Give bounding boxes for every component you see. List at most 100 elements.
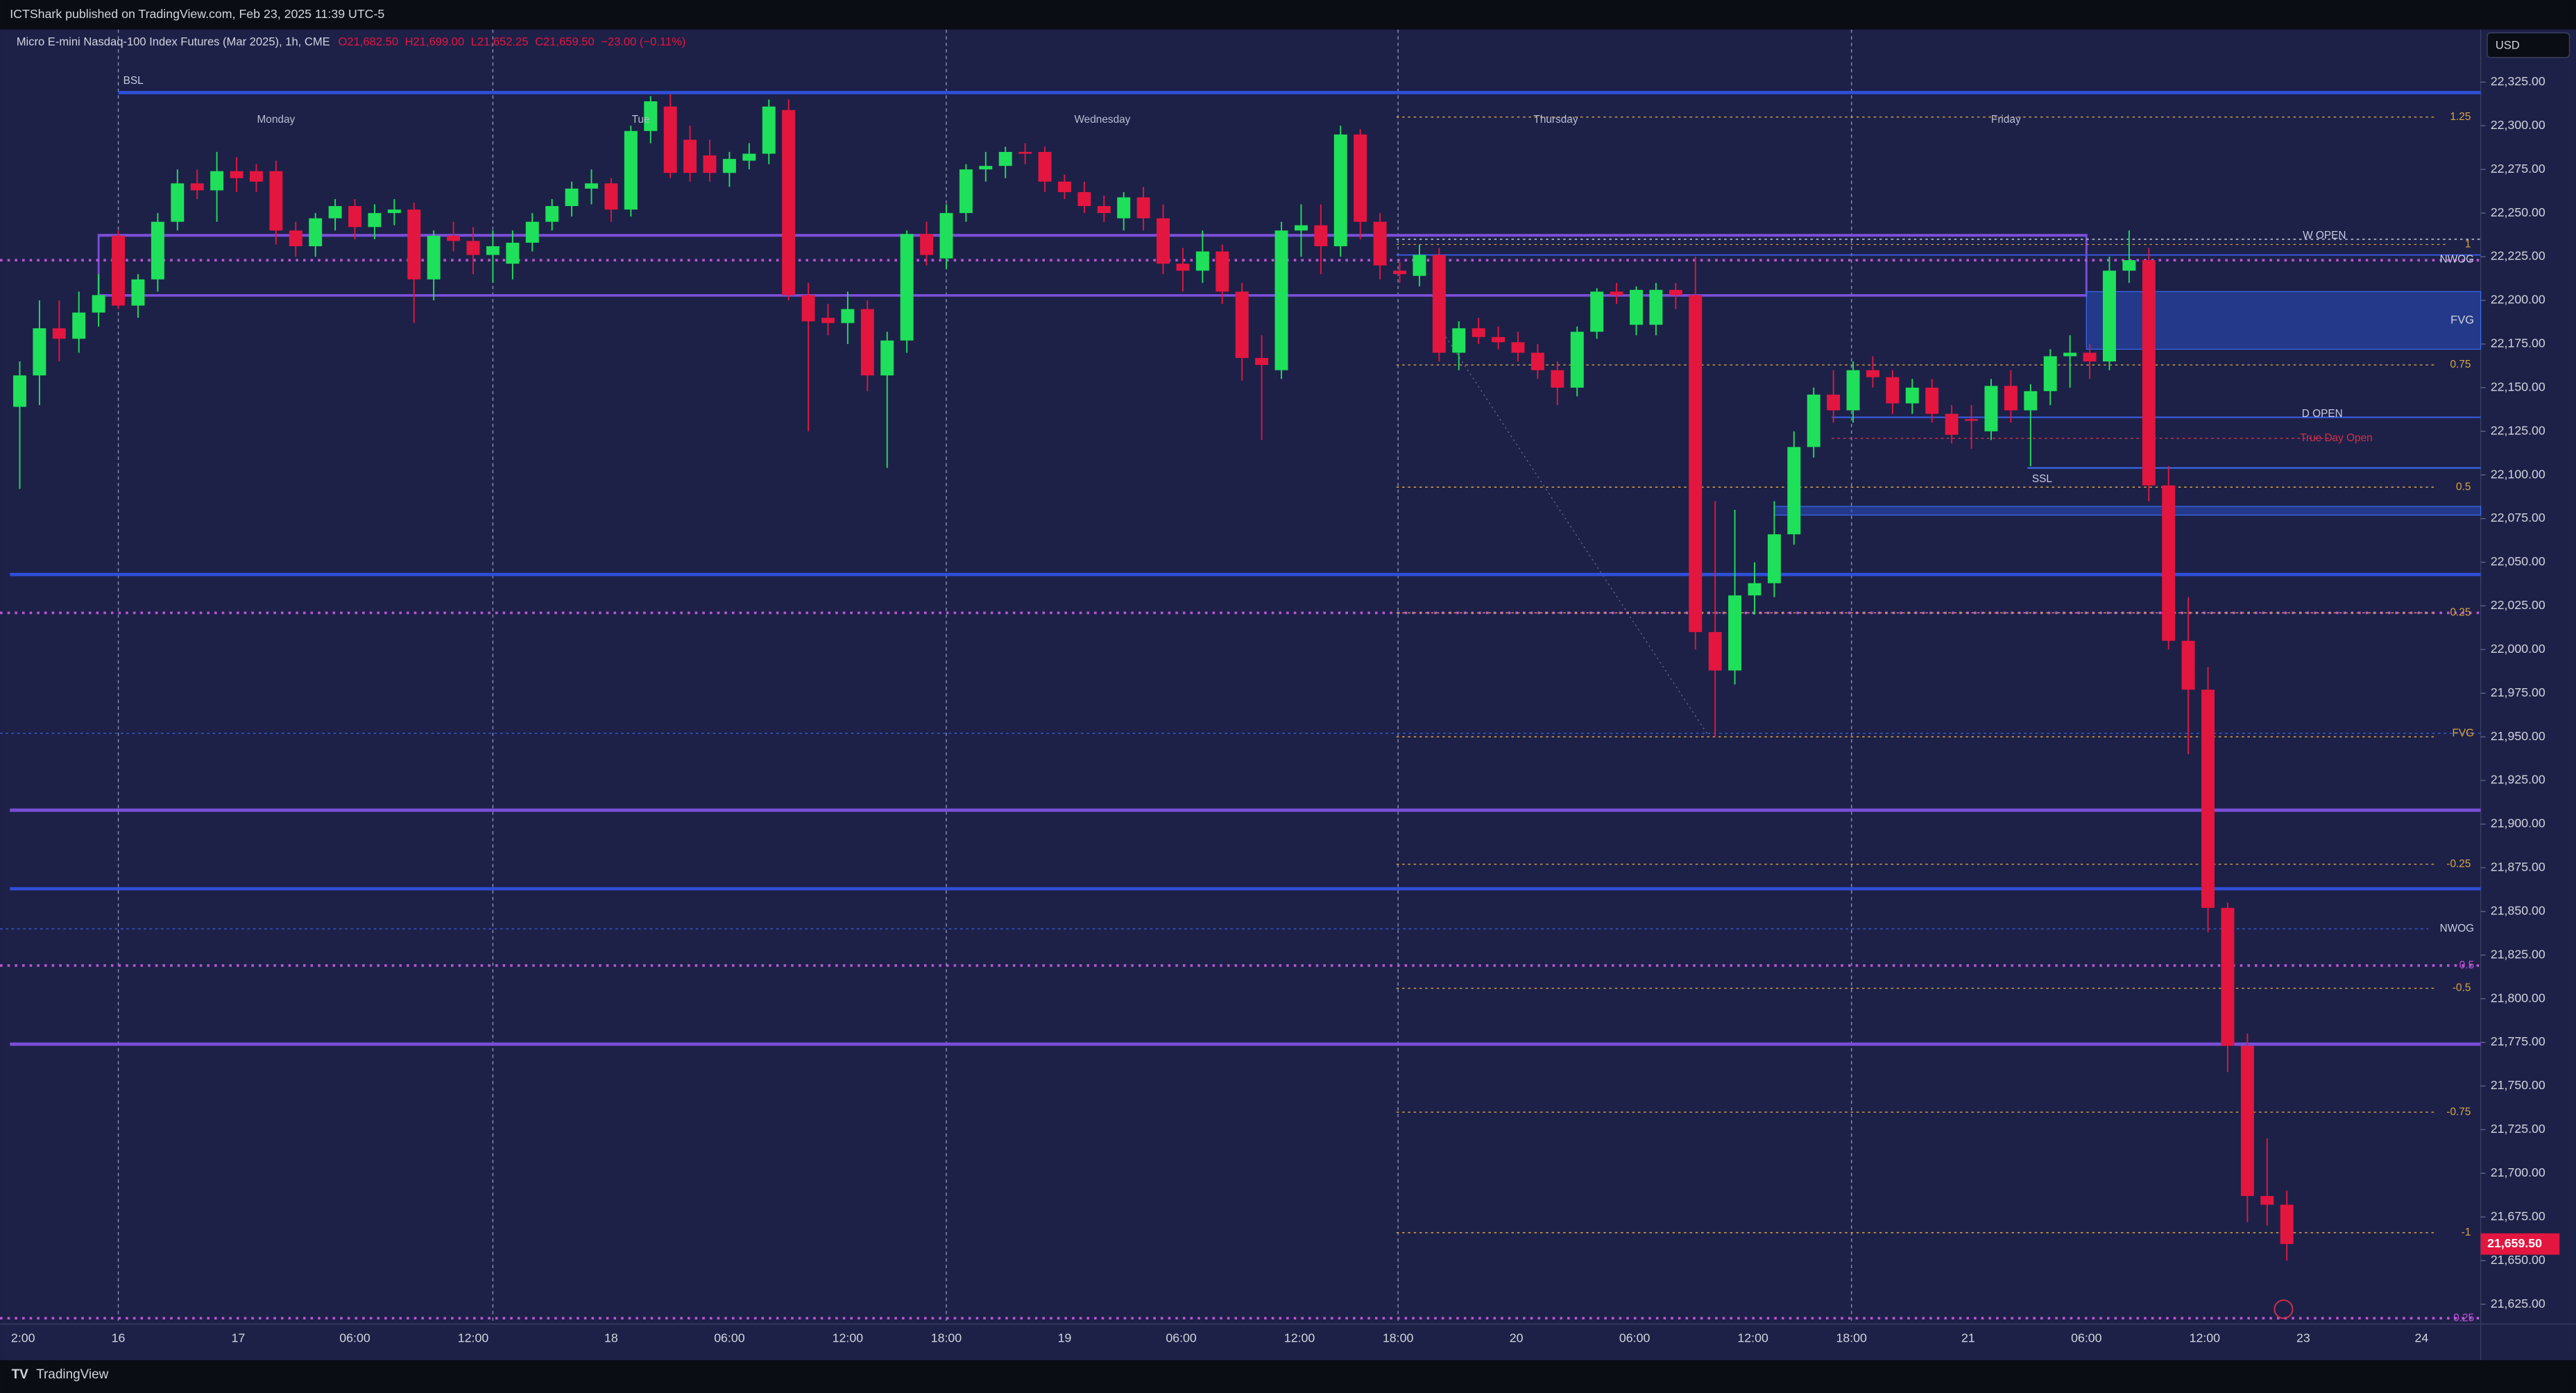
- candle-body: [1965, 419, 1979, 421]
- y-tick-label: 21,850.00: [2491, 903, 2545, 917]
- alert-icon[interactable]: [2274, 1299, 2294, 1319]
- ohlc-close: C21,659.50: [535, 35, 595, 49]
- candle-body: [900, 234, 914, 341]
- candle-body: [644, 101, 658, 131]
- x-tick-label: 12:00: [1737, 1331, 1768, 1345]
- last-price-label: 21,659.50: [2487, 1236, 2542, 1250]
- level-label: BSL: [123, 75, 144, 87]
- day-label: Wednesday: [1074, 114, 1130, 126]
- x-tick-label: 06:00: [1166, 1331, 1197, 1345]
- candle-body: [1984, 386, 1998, 431]
- y-tick-label: 22,125.00: [2491, 423, 2545, 437]
- candle-body: [1294, 225, 1308, 231]
- level-label: -1: [2462, 1227, 2471, 1238]
- level-label: NWOG: [2440, 254, 2475, 266]
- x-tick-label: 18:00: [1383, 1331, 1414, 1345]
- candle-body: [309, 218, 323, 246]
- y-tick-label: 22,075.00: [2491, 511, 2545, 524]
- x-tick-label: 12:00: [458, 1331, 489, 1345]
- candle-body: [230, 171, 244, 178]
- x-tick-label: 12:00: [833, 1331, 864, 1345]
- candle-body: [92, 295, 105, 313]
- candle-body: [1393, 271, 1406, 275]
- candle-body: [1195, 251, 1209, 271]
- y-tick-label: 21,875.00: [2491, 860, 2545, 874]
- candle-body: [2260, 1196, 2274, 1205]
- candle-body: [1472, 328, 1485, 337]
- level-label: W OPEN: [2303, 230, 2346, 241]
- ohlc-open: O21,682.50: [339, 35, 399, 49]
- x-tick-label: 18: [604, 1331, 618, 1345]
- candle-body: [1610, 291, 1623, 296]
- candle-body: [249, 171, 263, 182]
- candle-body: [1787, 447, 1801, 535]
- x-tick-label: 06:00: [339, 1331, 370, 1345]
- y-tick-label: 21,775.00: [2491, 1034, 2545, 1048]
- y-tick-label: 22,050.00: [2491, 554, 2545, 568]
- candle-body: [1176, 264, 1190, 271]
- x-tick-label: 23: [2296, 1331, 2310, 1345]
- candle-body: [171, 183, 185, 222]
- symbol-title: Micro E-mini Nasdaq-100 Index Futures (M…: [17, 35, 330, 49]
- candle-body: [486, 246, 500, 255]
- candle-body: [387, 210, 401, 214]
- y-tick-label: 21,700.00: [2491, 1165, 2545, 1179]
- x-tick-label: 24: [2414, 1331, 2428, 1345]
- candle-body: [1373, 221, 1387, 266]
- candle-body: [959, 169, 973, 214]
- candle-body: [2142, 260, 2156, 486]
- level-label: 1.25: [2450, 111, 2471, 123]
- y-tick-label: 22,225.00: [2491, 249, 2545, 263]
- candle-body: [1333, 134, 1347, 246]
- y-tick-label: 22,250.00: [2491, 205, 2545, 219]
- x-tick-label: 12:00: [1284, 1331, 1315, 1345]
- candle-body: [1038, 152, 1052, 182]
- candle-body: [466, 241, 480, 255]
- candle-body: [624, 130, 638, 210]
- candle-body: [663, 106, 677, 173]
- trend-line: [1445, 336, 1709, 737]
- candle-body: [722, 159, 736, 173]
- candle-body: [190, 183, 204, 191]
- y-tick-label: 21,650.00: [2491, 1253, 2545, 1267]
- candle-body: [1669, 289, 1682, 296]
- level-label: 0.5: [2456, 481, 2471, 493]
- candle-body: [742, 153, 756, 161]
- candle-body: [2063, 352, 2077, 357]
- level-label: FVG: [2453, 727, 2475, 739]
- candle-body: [1235, 291, 1249, 359]
- brand: TradingView: [36, 1367, 109, 1382]
- candle-body: [1570, 332, 1584, 388]
- publisher: ICTShark published on TradingView.com, F…: [10, 7, 384, 21]
- last-price-tag: [2480, 1233, 2560, 1255]
- candle-body: [841, 309, 855, 323]
- candle-body: [1511, 342, 1525, 353]
- candle-body: [1057, 181, 1071, 192]
- candle-body: [1767, 534, 1781, 583]
- x-tick-label: 18:00: [1836, 1331, 1867, 1345]
- candle-body: [565, 188, 579, 207]
- y-tick-label: 21,625.00: [2491, 1297, 2545, 1310]
- candle-body: [1452, 328, 1466, 353]
- x-tick-label: 2:00: [11, 1331, 35, 1345]
- y-tick-label: 22,100.00: [2491, 467, 2545, 481]
- level-label: -0.25: [2446, 858, 2471, 870]
- candle-body: [1432, 255, 1446, 353]
- x-tick-label: 06:00: [1619, 1331, 1650, 1345]
- y-tick-label: 22,025.00: [2491, 598, 2545, 612]
- candle-body: [1630, 289, 1643, 325]
- level-label: -0.75: [2446, 1106, 2471, 1118]
- currency-box[interactable]: [2487, 32, 2570, 58]
- candle-body: [1551, 370, 1564, 388]
- x-tick-label: 06:00: [2071, 1331, 2102, 1345]
- x-tick-label: 16: [112, 1331, 126, 1345]
- candle-body: [1530, 352, 1544, 370]
- candle-body: [348, 206, 361, 228]
- candle-body: [2004, 386, 2018, 411]
- currency[interactable]: USD: [2496, 39, 2520, 52]
- x-tick-label: 19: [1058, 1331, 1072, 1345]
- candle-body: [368, 213, 382, 228]
- level-label: 0.5: [2459, 959, 2474, 971]
